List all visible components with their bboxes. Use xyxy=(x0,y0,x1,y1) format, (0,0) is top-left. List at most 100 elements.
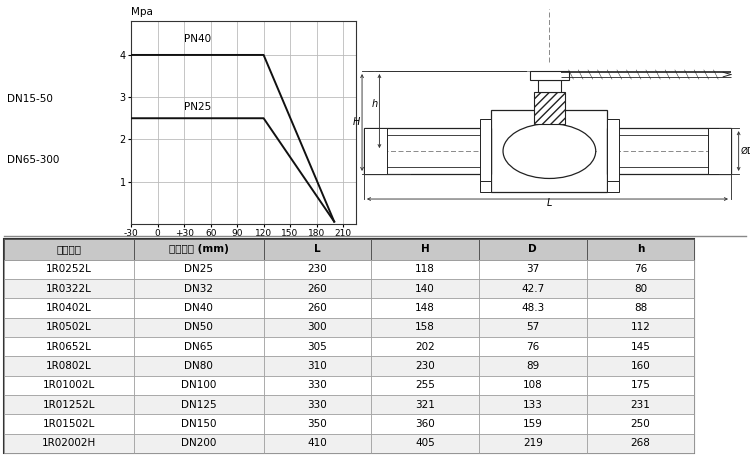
Text: 330: 330 xyxy=(308,380,327,390)
Text: D: D xyxy=(529,244,537,254)
Bar xyxy=(480,119,491,183)
Bar xyxy=(586,414,694,433)
Text: DN25: DN25 xyxy=(184,264,213,275)
Text: 108: 108 xyxy=(523,380,543,390)
Bar xyxy=(586,433,694,453)
Text: 1R0802L: 1R0802L xyxy=(46,361,92,371)
Circle shape xyxy=(503,124,596,179)
Bar xyxy=(4,318,134,337)
Text: 1R01002L: 1R01002L xyxy=(43,380,94,390)
Bar xyxy=(586,239,694,260)
Bar xyxy=(264,318,371,337)
Text: 230: 230 xyxy=(308,264,327,275)
Text: DN65-300: DN65-300 xyxy=(8,155,60,165)
Text: 148: 148 xyxy=(416,303,435,313)
Text: 48.3: 48.3 xyxy=(521,303,544,313)
Text: 202: 202 xyxy=(416,341,435,352)
Bar xyxy=(4,433,134,453)
Text: DN15-50: DN15-50 xyxy=(8,94,53,104)
Bar xyxy=(4,395,134,414)
Text: 140: 140 xyxy=(416,284,435,294)
Bar xyxy=(586,260,694,279)
Bar xyxy=(371,279,479,299)
Bar xyxy=(479,239,586,260)
Text: DN100: DN100 xyxy=(181,380,216,390)
Text: L: L xyxy=(547,198,552,208)
Bar xyxy=(134,414,264,433)
Bar xyxy=(264,414,371,433)
Bar xyxy=(534,92,565,123)
Bar xyxy=(4,356,134,376)
Text: H: H xyxy=(421,244,430,254)
Bar xyxy=(608,181,619,192)
Text: 330: 330 xyxy=(308,399,327,410)
Bar xyxy=(264,376,371,395)
Text: h: h xyxy=(637,244,644,254)
Text: 76: 76 xyxy=(526,341,539,352)
Text: DN40: DN40 xyxy=(184,303,213,313)
Text: 260: 260 xyxy=(308,303,327,313)
Text: DN65: DN65 xyxy=(184,341,213,352)
Bar xyxy=(264,299,371,317)
Bar xyxy=(586,395,694,414)
Text: PN40: PN40 xyxy=(184,34,211,44)
Bar xyxy=(479,433,586,453)
Bar xyxy=(371,239,479,260)
Text: PN25: PN25 xyxy=(184,102,211,112)
Text: 133: 133 xyxy=(523,399,543,410)
Text: 76: 76 xyxy=(634,264,647,275)
Text: DN32: DN32 xyxy=(184,284,213,294)
Bar xyxy=(264,395,371,414)
Bar xyxy=(264,356,371,376)
Bar xyxy=(264,433,371,453)
Text: 300: 300 xyxy=(308,322,327,333)
Bar xyxy=(479,376,586,395)
Text: 360: 360 xyxy=(416,419,435,429)
Bar xyxy=(4,337,134,357)
Text: 158: 158 xyxy=(416,322,435,333)
Text: 112: 112 xyxy=(631,322,650,333)
Text: 305: 305 xyxy=(308,341,327,352)
Text: 405: 405 xyxy=(416,438,435,448)
Bar xyxy=(134,356,264,376)
Text: ØD: ØD xyxy=(740,146,750,155)
Text: 88: 88 xyxy=(634,303,647,313)
Text: 1R0502L: 1R0502L xyxy=(46,322,92,333)
Text: 250: 250 xyxy=(631,419,650,429)
Bar xyxy=(134,318,264,337)
Text: H: H xyxy=(352,117,360,128)
Bar xyxy=(371,337,479,357)
Bar xyxy=(264,239,371,260)
Bar xyxy=(479,356,586,376)
Text: 1R0252L: 1R0252L xyxy=(46,264,92,275)
Text: 268: 268 xyxy=(631,438,650,448)
Text: 89: 89 xyxy=(526,361,539,371)
Bar xyxy=(264,279,371,299)
Bar xyxy=(530,71,568,80)
Text: 1R0652L: 1R0652L xyxy=(46,341,92,352)
Text: 1R01252L: 1R01252L xyxy=(43,399,95,410)
Text: 310: 310 xyxy=(308,361,327,371)
Bar xyxy=(134,395,264,414)
Text: 175: 175 xyxy=(631,380,650,390)
Text: 80: 80 xyxy=(634,284,647,294)
Text: 公称直径 (mm): 公称直径 (mm) xyxy=(169,244,229,254)
Bar xyxy=(4,279,134,299)
Text: DN125: DN125 xyxy=(181,399,217,410)
Text: 230: 230 xyxy=(416,361,435,371)
Bar xyxy=(479,414,586,433)
Text: 350: 350 xyxy=(308,419,327,429)
Bar xyxy=(371,318,479,337)
Text: L: L xyxy=(314,244,321,254)
Text: 1R0402L: 1R0402L xyxy=(46,303,92,313)
Bar xyxy=(586,318,694,337)
Bar xyxy=(586,337,694,357)
Text: 159: 159 xyxy=(523,419,543,429)
Bar xyxy=(371,260,479,279)
Bar xyxy=(134,260,264,279)
Bar xyxy=(4,239,134,260)
Bar xyxy=(264,337,371,357)
Text: DN50: DN50 xyxy=(184,322,213,333)
Bar xyxy=(708,128,731,174)
Text: 37: 37 xyxy=(526,264,539,275)
